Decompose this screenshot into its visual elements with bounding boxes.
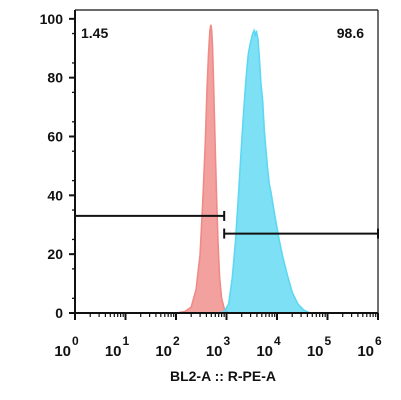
y-tick-label-1: 20 [47,246,63,262]
series-1-histogram [218,28,311,314]
y-tick-label-4: 80 [47,70,63,86]
y-tick-label-0: 0 [55,305,63,321]
x-tick-label-5: 10 [307,343,324,360]
x-tick-exponent-2: 2 [173,334,180,348]
x-tick-exponent-5: 5 [325,334,332,348]
x-tick-exponent-4: 4 [274,334,281,348]
x-tick-exponent-0: 0 [72,334,79,348]
x-tick-exponent-1: 1 [123,334,130,348]
series-0-histogram [175,24,231,314]
x-tick-label-3: 10 [206,343,223,360]
x-tick-label-1: 10 [105,343,122,360]
gate-0-percentage: 1.45 [81,25,108,41]
x-tick-exponent-6: 6 [375,334,382,348]
x-tick-label-6: 10 [357,343,374,360]
y-ticks: 0 20 40 60 80 100 [40,11,75,321]
series-layer [175,24,311,314]
y-tick-label-2: 40 [47,187,63,203]
y-tick-label-5: 100 [40,11,64,27]
x-axis-title: BL2-A :: R-PE-A [170,368,276,384]
gate-1-percentage: 98.6 [337,25,364,41]
y-tick-label-3: 60 [47,128,63,144]
x-tick-label-4: 10 [256,343,273,360]
x-tick-exponent-3: 3 [224,334,231,348]
x-tick-label-0: 10 [54,343,71,360]
x-tick-label-2: 10 [155,343,172,360]
